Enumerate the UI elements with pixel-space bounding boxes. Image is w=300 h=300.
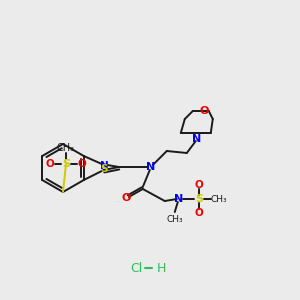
Text: CH₃: CH₃ <box>211 194 227 203</box>
Text: Cl: Cl <box>130 262 142 275</box>
Text: O: O <box>121 193 130 203</box>
Text: CH₃: CH₃ <box>57 143 75 153</box>
Text: N: N <box>192 134 201 144</box>
Text: O: O <box>78 159 86 169</box>
Text: N: N <box>100 161 109 171</box>
Text: O: O <box>194 208 203 218</box>
Text: O: O <box>46 159 54 169</box>
Text: O: O <box>194 180 203 190</box>
Text: H: H <box>156 262 166 275</box>
Text: S: S <box>100 164 107 174</box>
Text: S: S <box>62 159 70 169</box>
Text: CH₃: CH₃ <box>167 214 183 224</box>
Text: O: O <box>199 106 208 116</box>
Text: N: N <box>146 162 155 172</box>
Text: S: S <box>195 194 203 204</box>
Text: N: N <box>174 194 183 204</box>
